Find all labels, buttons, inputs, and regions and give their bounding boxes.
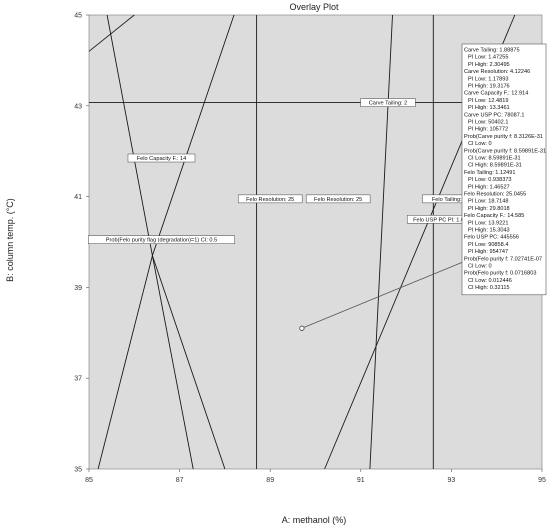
contour-flag: Prob(Felo purity flag (degradation)=1) C… [88, 235, 235, 244]
legend-entry: Felo Tailing: 1.12491 [464, 170, 516, 176]
legend-entry: PI High: 13.3461 [468, 105, 510, 111]
legend-entry: Prob(Felo purity f: 7.02741E-07 [464, 256, 542, 262]
legend-entry: Prob(Felo purity f: 0.0716803 [464, 271, 536, 277]
y-tick-label: 37 [74, 376, 82, 383]
legend-entry: Carve Tailing: 1.88875 [464, 48, 520, 54]
flag-label: Felo Resolution: 25 [314, 197, 362, 203]
x-tick-label: 85 [85, 477, 93, 484]
contour-flag: Carve Tailing: 2 [360, 98, 416, 107]
design-point [299, 325, 305, 331]
legend-entry: PI High: 29.8018 [468, 206, 510, 212]
flag-label: Felo Tailing: 1.2 [432, 197, 471, 203]
x-tick-label: 89 [266, 477, 274, 484]
contour-line [88, 14, 135, 52]
legend-entry: PI High: 2.30495 [468, 62, 510, 68]
legend-entry: PI High: 19.3176 [468, 84, 510, 90]
flag-box [88, 235, 235, 244]
legend-entry: PI Low: 13.9221 [468, 220, 508, 226]
flag-box [360, 98, 416, 107]
chart-title: Overlay Plot [289, 2, 339, 12]
legend-entry: Carve Resolution: 4.12246 [464, 69, 530, 75]
contour-flag: Felo Capacity F.: 14 [127, 153, 196, 163]
contour-line [151, 255, 226, 470]
legend-entry: PI Low: 90858.4 [468, 242, 508, 248]
legend-entry: PI Low: 1.17893 [468, 76, 508, 82]
legend-entry: CI Low: 0.012446 [468, 278, 512, 284]
legend-entry: PI High: 105772 [468, 127, 508, 133]
x-tick-label: 91 [357, 477, 365, 484]
legend-entry: Felo USP PC: 445556 [464, 235, 519, 241]
legend-entry: Prob(Carve purity f: 8.59891E-31 [464, 148, 546, 154]
legend-entry: Felo Resolution: 25.0455 [464, 192, 526, 198]
legend-entry: PI High: 1.46527 [468, 184, 510, 190]
legend-entry: Felo Capacity F.: 14.585 [464, 213, 524, 219]
legend-leader-line [301, 261, 464, 329]
legend-entry: CI Low: 8.59891E-31 [468, 156, 521, 162]
flag-box [305, 194, 371, 204]
legend-box [461, 43, 547, 296]
flag-label: Prob(Felo purity flag (degradation)=1) C… [106, 238, 217, 244]
legend-entry: PI High: 15.3043 [468, 228, 510, 234]
flag-box [237, 194, 303, 204]
legend-entry: PI Low: 50402.1 [468, 120, 508, 126]
x-axis-title: A: methanol (%) [282, 515, 347, 525]
legend-entry: PI Low: 18.7148 [468, 199, 508, 205]
legend-entry: PI Low: 1.47255 [468, 55, 508, 61]
x-tick-label: 95 [538, 477, 546, 484]
contour-flag: Felo Resolution: 25 [305, 194, 371, 204]
legend-entry: CI Low: 0 [468, 141, 492, 147]
legend-entry: Prob(Carve purity f: 8.3126E-31 [464, 134, 543, 140]
flag-label: Carve Tailing: 2 [369, 101, 407, 107]
flag-label: Felo Resolution: 25 [246, 197, 294, 203]
y-axis-title: B: column temp. (°C) [5, 198, 15, 282]
y-tick-label: 41 [74, 194, 82, 201]
legend-entry: CI Low: 0 [468, 264, 492, 270]
contour-flag: Felo Resolution: 25 [237, 194, 303, 204]
legend-entry: Carve Capacity F.: 12.914 [464, 91, 528, 97]
x-tick-label: 93 [448, 477, 456, 484]
legend-entry: PI Low: 0.938373 [468, 177, 512, 183]
legend-entry: CI High: 8.59891E-31 [468, 163, 522, 169]
y-tick-label: 43 [74, 103, 82, 110]
flag-box [127, 153, 196, 163]
legend-entry: PI High: 954747 [468, 249, 508, 255]
legend-entry: CI High: 0.32115 [468, 285, 510, 291]
y-tick-label: 35 [74, 467, 82, 474]
flag-label: Felo USP PC PI: 1.06248E+06 [413, 217, 490, 223]
x-tick-label: 87 [176, 477, 184, 484]
flag-label: Felo Capacity F.: 14 [137, 156, 186, 162]
y-tick-label: 45 [74, 13, 82, 20]
legend-entry: PI Low: 12.4819 [468, 98, 508, 104]
contour-line [369, 14, 393, 470]
legend-entry: Carve USP PC: 78087.1 [464, 112, 525, 118]
y-tick-label: 39 [74, 285, 82, 292]
